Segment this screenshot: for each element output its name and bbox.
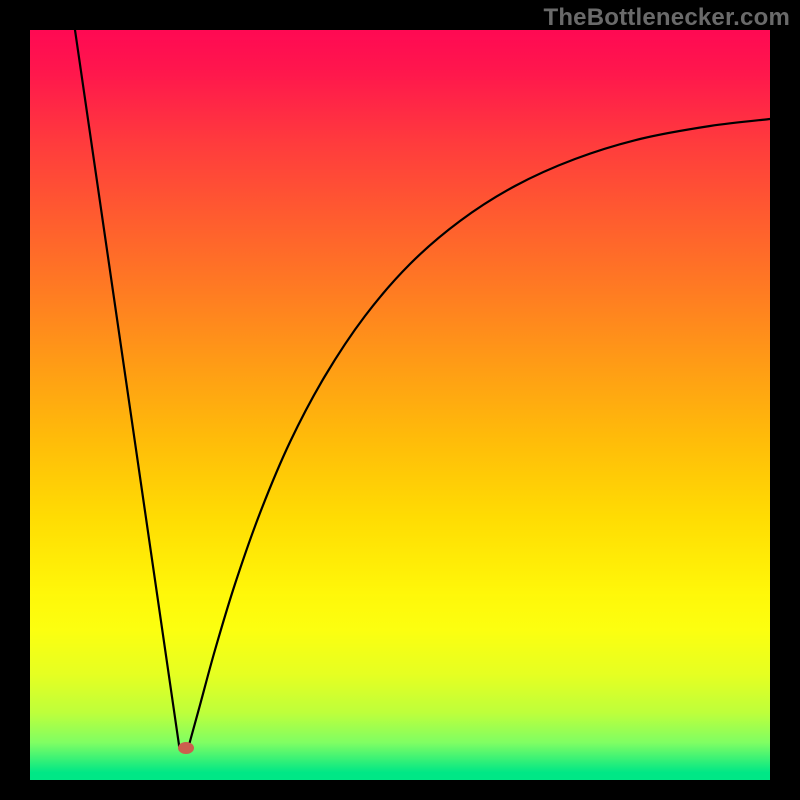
plot-area (30, 30, 770, 780)
bottleneck-chart: TheBottlenecker.com (0, 0, 800, 800)
watermark-text: TheBottlenecker.com (543, 4, 790, 32)
optimum-marker (178, 742, 194, 754)
chart-canvas (0, 0, 800, 800)
